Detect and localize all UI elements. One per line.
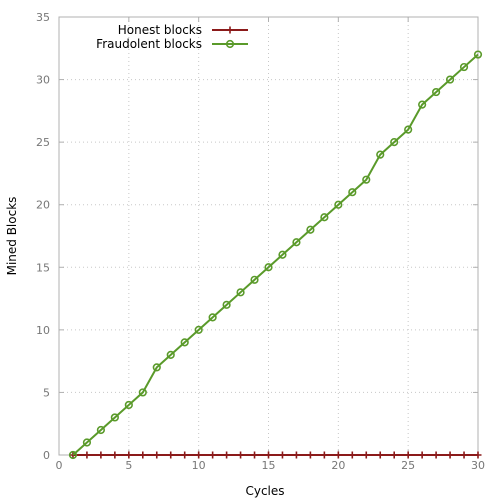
data-point-honest [181, 452, 188, 459]
y-tick-label: 15 [36, 261, 50, 274]
x-tick-label: 20 [331, 459, 345, 472]
legend-point-honest [227, 27, 234, 34]
data-point-honest [419, 452, 426, 459]
data-point-honest [335, 452, 342, 459]
series-line-fraudolent [73, 55, 478, 455]
data-point-honest [433, 452, 440, 459]
y-tick-label: 20 [36, 199, 50, 212]
data-point-honest [279, 452, 286, 459]
data-point-honest [125, 452, 132, 459]
data-point-honest [293, 452, 300, 459]
data-point-honest [349, 452, 356, 459]
data-point-honest [167, 452, 174, 459]
x-tick-label: 15 [262, 459, 276, 472]
series-fraudolent [70, 51, 482, 458]
data-point-honest [237, 452, 244, 459]
data-point-honest [195, 452, 202, 459]
legend: Honest blocks Fraudolent blocks [96, 23, 248, 51]
data-point-honest [475, 452, 482, 459]
y-tick-label: 0 [43, 449, 50, 462]
legend-label-fraudolent: Fraudolent blocks [96, 37, 202, 51]
data-point-honest [153, 452, 160, 459]
data-point-honest [111, 452, 118, 459]
y-tick-label: 35 [36, 11, 50, 24]
axis-ticks: 0 5 10 15 20 25 30 0 5 10 15 20 25 30 35 [36, 11, 485, 472]
x-axis-title: Cycles [245, 484, 284, 498]
y-tick-label: 25 [36, 136, 50, 149]
x-tick-label: 5 [125, 459, 132, 472]
y-axis-title: Mined Blocks [5, 197, 19, 276]
legend-marker-honest [227, 27, 234, 34]
y-tick-label: 10 [36, 324, 50, 337]
x-tick-label: 10 [192, 459, 206, 472]
data-point-honest [251, 452, 258, 459]
data-point-honest [461, 452, 468, 459]
x-tick-label: 0 [56, 459, 63, 472]
data-point-honest [265, 452, 272, 459]
x-tick-label: 25 [401, 459, 415, 472]
data-point-honest [363, 452, 370, 459]
grid [59, 17, 478, 455]
data-point-honest [377, 452, 384, 459]
data-point-honest [97, 452, 104, 459]
data-point-honest [83, 452, 90, 459]
legend-label-honest: Honest blocks [118, 23, 202, 37]
y-tick-label: 30 [36, 74, 50, 87]
data-point-honest [209, 452, 216, 459]
series-honest [69, 452, 481, 459]
series-layer [69, 51, 481, 458]
data-point-honest [139, 452, 146, 459]
data-point-honest [391, 452, 398, 459]
data-point-honest [223, 452, 230, 459]
data-point-honest [307, 452, 314, 459]
y-tick-label: 5 [43, 386, 50, 399]
data-point-honest [405, 452, 412, 459]
data-point-honest [447, 452, 454, 459]
data-point-honest [321, 452, 328, 459]
x-tick-label: 30 [471, 459, 485, 472]
